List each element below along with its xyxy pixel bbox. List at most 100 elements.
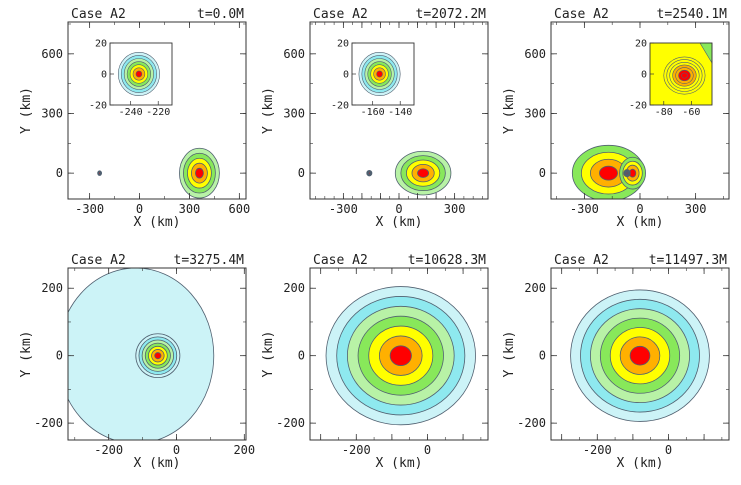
panel-6-ytick-label: 0	[539, 349, 546, 363]
panel-4-time: t=3275.4M	[174, 253, 245, 268]
panel-4-xtick-label: 200	[233, 443, 255, 457]
panel-1-ylabel: Y (km)	[19, 87, 34, 134]
inset-ytick-label: -20	[629, 101, 647, 112]
panel-5-xlabel: X (km)	[376, 456, 423, 471]
inset-ytick-label: 0	[343, 70, 349, 81]
panel-3-ylabel: Y (km)	[502, 87, 517, 134]
panel-4-title: Case A2	[71, 253, 126, 268]
panel-3-xtick-label: -300	[570, 202, 599, 216]
panel-2-ytick-label: 600	[283, 47, 305, 61]
panel-4-xlabel: X (km)	[134, 456, 181, 471]
panel-2-ylabel: Y (km)	[261, 87, 276, 134]
panel-3-xtick-label: 0	[636, 202, 643, 216]
panel-5-xtick-label: 0	[424, 443, 431, 457]
inset-ytick-label: 20	[635, 39, 647, 50]
inset-ytick-label: 0	[101, 70, 107, 81]
panel-3-ytick-label: 0	[539, 166, 546, 180]
panel-1-xlabel: X (km)	[134, 215, 181, 230]
panel-1-frame	[67, 21, 247, 200]
panel-3-inset: -80 -60 -20 0 20	[629, 39, 713, 118]
panel-6-time: t=11497.3M	[649, 253, 727, 268]
panel-1-ytick-label: 300	[41, 106, 63, 120]
panel-4-ytick-label: -200	[34, 416, 63, 430]
panel-3-title: Case A2	[554, 7, 609, 22]
inset-xtick-label: -80	[655, 107, 673, 118]
panel-2-xtick-label: 0	[395, 202, 402, 216]
panel-6-ytick-label: 200	[524, 281, 546, 295]
panel-4-ytick-label: 200	[41, 281, 63, 295]
panel-6-title: Case A2	[554, 253, 609, 268]
inset-xtick-label: -220	[146, 107, 170, 118]
panel-5-ytick-label: 0	[298, 349, 305, 363]
inset-ytick-label: 20	[337, 39, 349, 50]
panel-2-blob-2-contour-level-7	[368, 171, 371, 175]
panel-5-frame	[309, 267, 489, 441]
panel-5-blob-1-contour-level-7	[389, 345, 412, 366]
panel-6-xtick-label: -200	[583, 443, 612, 457]
panel-6-xlabel: X (km)	[617, 456, 664, 471]
panel-4-xtick-label: 0	[173, 443, 180, 457]
panel-5-xtick-label: -200	[342, 443, 371, 457]
panel-5-title: Case A2	[313, 253, 368, 268]
panel-6-ylabel: Y (km)	[502, 331, 517, 378]
panel-5: -200 0 -200 0 200 X (km) Y (km) Case A2 t=10628.…	[261, 253, 489, 471]
inset-ytick-label: -20	[89, 101, 107, 112]
panel-1-xtick-label: 0	[136, 202, 143, 216]
inset-contour-level-7	[135, 70, 143, 78]
inset-ytick-label: 0	[641, 70, 647, 81]
panel-6-blob-1-contour-level-7	[629, 345, 651, 366]
panel-2-time: t=2072.2M	[416, 7, 487, 22]
inset-contour-level-7	[681, 72, 688, 79]
panel-1-ytick-label: 600	[41, 47, 63, 61]
panel-3-xlabel: X (km)	[617, 215, 664, 230]
panel-4-ytick-label: 0	[56, 349, 63, 363]
panel-2-blob-1-contour-level-5	[417, 168, 430, 178]
panel-3-blob-3-contour-level-7	[625, 171, 629, 175]
panel-6-frame	[550, 267, 730, 441]
panel-3-blob-1-contour-level-4	[599, 165, 618, 181]
inset-xtick-label: -60	[682, 107, 700, 118]
panel-3: -300 0 300 0 300 600 X (km) Y (km) Case A2 t=2540…	[502, 7, 730, 230]
panel-3-xtick-label: 300	[685, 202, 707, 216]
panel-3-ytick-label: 300	[524, 106, 546, 120]
inset-ytick-label: -20	[331, 101, 349, 112]
panel-2-xlabel: X (km)	[376, 215, 423, 230]
panel-4-frame	[67, 267, 247, 441]
panel-4-ylabel: Y (km)	[19, 331, 34, 378]
inset-xtick-label: -240	[119, 107, 143, 118]
panel-1-xtick-label: 300	[179, 202, 201, 216]
panel-1-time: t=0.0M	[197, 7, 244, 22]
panel-2-xtick-label: -300	[329, 202, 358, 216]
panel-5-ytick-label: 200	[283, 281, 305, 295]
inset-xtick-label: -140	[388, 107, 412, 118]
panel-2-inset: -160 -140 -20 0 20	[331, 39, 415, 118]
panel-6-ytick-label: -200	[517, 416, 546, 430]
panel-1-title: Case A2	[71, 7, 126, 22]
panel-2-xtick-label: 300	[444, 202, 466, 216]
panel-1-blob-2-contour-level-7	[98, 171, 101, 175]
panel-6-xtick-label: 0	[665, 443, 672, 457]
panel-2: -300 0 300 0 300 600 X (km) Y (km) Case A2 t=2072…	[261, 7, 489, 230]
inset-ytick-label: 20	[95, 39, 107, 50]
panel-1-ytick-label: 0	[56, 166, 63, 180]
panel-4: -200 0 200 -200 0 200 X (km) Y (km) Case A2 t=327…	[19, 253, 255, 471]
panel-5-time: t=10628.3M	[408, 253, 486, 268]
panel-2-title: Case A2	[313, 7, 368, 22]
inset-contour-level-7	[376, 70, 383, 78]
panel-1-xtick-label: -300	[75, 202, 104, 216]
inset-xtick-label: -160	[361, 107, 385, 118]
panel-5-ylabel: Y (km)	[261, 331, 276, 378]
panel-4-blob-2-contour-level-7	[154, 352, 162, 360]
panel-5-ytick-label: -200	[276, 416, 305, 430]
panel-1-xtick-label: 600	[229, 202, 251, 216]
panel-2-ytick-label: 300	[283, 106, 305, 120]
panel-3-ytick-label: 600	[524, 47, 546, 61]
panel-1: -300 0 300 600 0 300 600 X (km) Y (km) Case A2 t=0…	[19, 7, 250, 230]
panel-6: -200 0 -200 0 200 X (km) Y (km) Case A2 t=11497.…	[502, 253, 730, 471]
panel-4-xtick-label: -200	[94, 443, 123, 457]
panel-1-blob-1-contour-level-5	[195, 167, 204, 179]
panel-1-inset: -240 -220 -20 0 20	[89, 39, 173, 118]
panel-3-time: t=2540.1M	[657, 7, 728, 22]
